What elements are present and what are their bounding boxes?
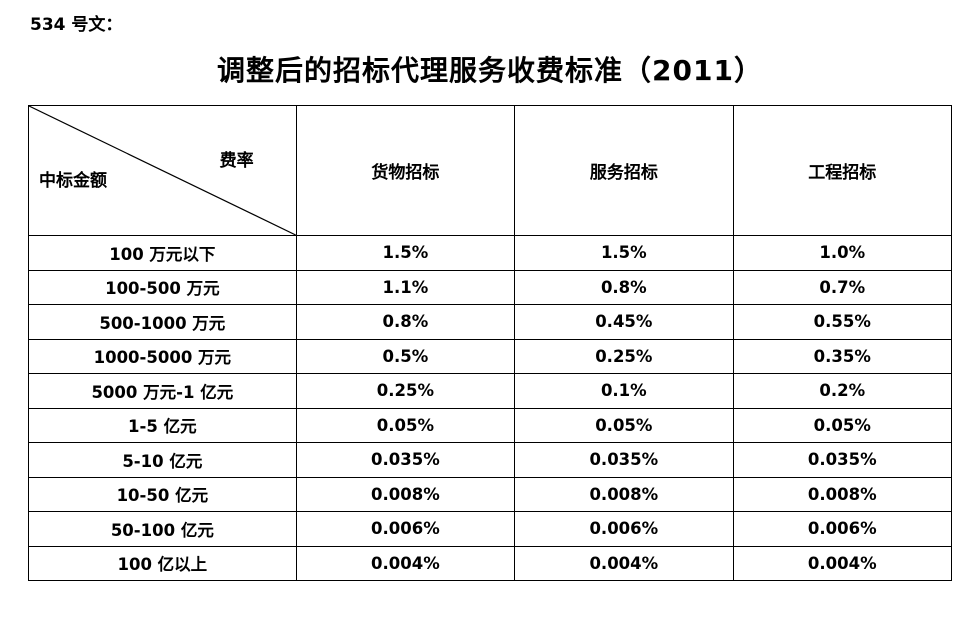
row-category: 5000 万元-1 亿元 <box>28 373 297 409</box>
cell-value: 0.035% <box>732 442 953 478</box>
row-category: 5-10 亿元 <box>28 442 297 478</box>
cell-value: 0.55% <box>732 304 953 340</box>
cell-value: 0.004% <box>514 545 734 581</box>
cell-value: 0.2% <box>732 373 953 409</box>
cell-value: 0.008% <box>732 476 953 512</box>
cell-value: 0.8% <box>514 269 734 305</box>
cell-value: 1.0% <box>732 235 953 271</box>
table-header-row: 费率 中标金额 货物招标 服务招标 工程招标 <box>28 105 953 236</box>
cell-value: 1.1% <box>295 269 516 305</box>
cell-value: 0.25% <box>295 373 516 409</box>
table-row: 5-10 亿元 0.035% 0.035% 0.035% <box>28 442 953 478</box>
cell-value: 0.1% <box>514 373 734 409</box>
fee-table: 费率 中标金额 货物招标 服务招标 工程招标 100 万元以下 1.5% 1.5… <box>28 105 953 581</box>
table-row: 5000 万元-1 亿元 0.25% 0.1% 0.2% <box>28 373 953 409</box>
row-category: 100 亿以上 <box>28 545 297 581</box>
table-row: 10-50 亿元 0.008% 0.008% 0.008% <box>28 476 953 512</box>
corner-label-amount: 中标金额 <box>39 171 107 191</box>
cell-value: 0.7% <box>732 269 953 305</box>
table-row: 1000-5000 万元 0.5% 0.25% 0.35% <box>28 338 953 374</box>
corner-label-rate: 费率 <box>219 151 254 171</box>
cell-value: 0.008% <box>295 476 516 512</box>
cell-value: 0.8% <box>295 304 516 340</box>
cell-value: 0.035% <box>295 442 516 478</box>
page-title: 调整后的招标代理服务收费标准（2011） <box>217 54 763 87</box>
column-header-engineering: 工程招标 <box>732 105 953 236</box>
cell-value: 0.45% <box>514 304 734 340</box>
row-category: 500-1000 万元 <box>28 304 297 340</box>
column-header-service: 服务招标 <box>514 105 734 236</box>
cell-value: 0.006% <box>514 511 734 547</box>
column-header-goods: 货物招标 <box>295 105 516 236</box>
cell-value: 0.35% <box>732 338 953 374</box>
diagonal-divider-line <box>29 106 296 235</box>
cell-value: 1.5% <box>514 235 734 271</box>
row-category: 1-5 亿元 <box>28 407 297 443</box>
cell-value: 0.006% <box>732 511 953 547</box>
cell-value: 0.006% <box>295 511 516 547</box>
row-category: 100 万元以下 <box>28 235 297 271</box>
table-row: 100 亿以上 0.004% 0.004% 0.004% <box>28 545 953 581</box>
row-category: 50-100 亿元 <box>28 511 297 547</box>
row-category: 1000-5000 万元 <box>28 338 297 374</box>
row-category: 100-500 万元 <box>28 269 297 305</box>
table-corner-cell: 费率 中标金额 <box>28 105 297 236</box>
cell-value: 0.035% <box>514 442 734 478</box>
row-category: 10-50 亿元 <box>28 476 297 512</box>
cell-value: 0.008% <box>514 476 734 512</box>
table-row: 100-500 万元 1.1% 0.8% 0.7% <box>28 269 953 305</box>
table-row: 1-5 亿元 0.05% 0.05% 0.05% <box>28 407 953 443</box>
cell-value: 0.25% <box>514 338 734 374</box>
doc-number: 534 号文： <box>30 15 123 35</box>
cell-value: 0.004% <box>295 545 516 581</box>
cell-value: 0.5% <box>295 338 516 374</box>
cell-value: 0.05% <box>514 407 734 443</box>
cell-value: 0.05% <box>295 407 516 443</box>
table-row: 100 万元以下 1.5% 1.5% 1.0% <box>28 235 953 271</box>
cell-value: 0.004% <box>732 545 953 581</box>
table-row: 500-1000 万元 0.8% 0.45% 0.55% <box>28 304 953 340</box>
table-row: 50-100 亿元 0.006% 0.006% 0.006% <box>28 511 953 547</box>
cell-value: 0.05% <box>732 407 953 443</box>
cell-value: 1.5% <box>295 235 516 271</box>
